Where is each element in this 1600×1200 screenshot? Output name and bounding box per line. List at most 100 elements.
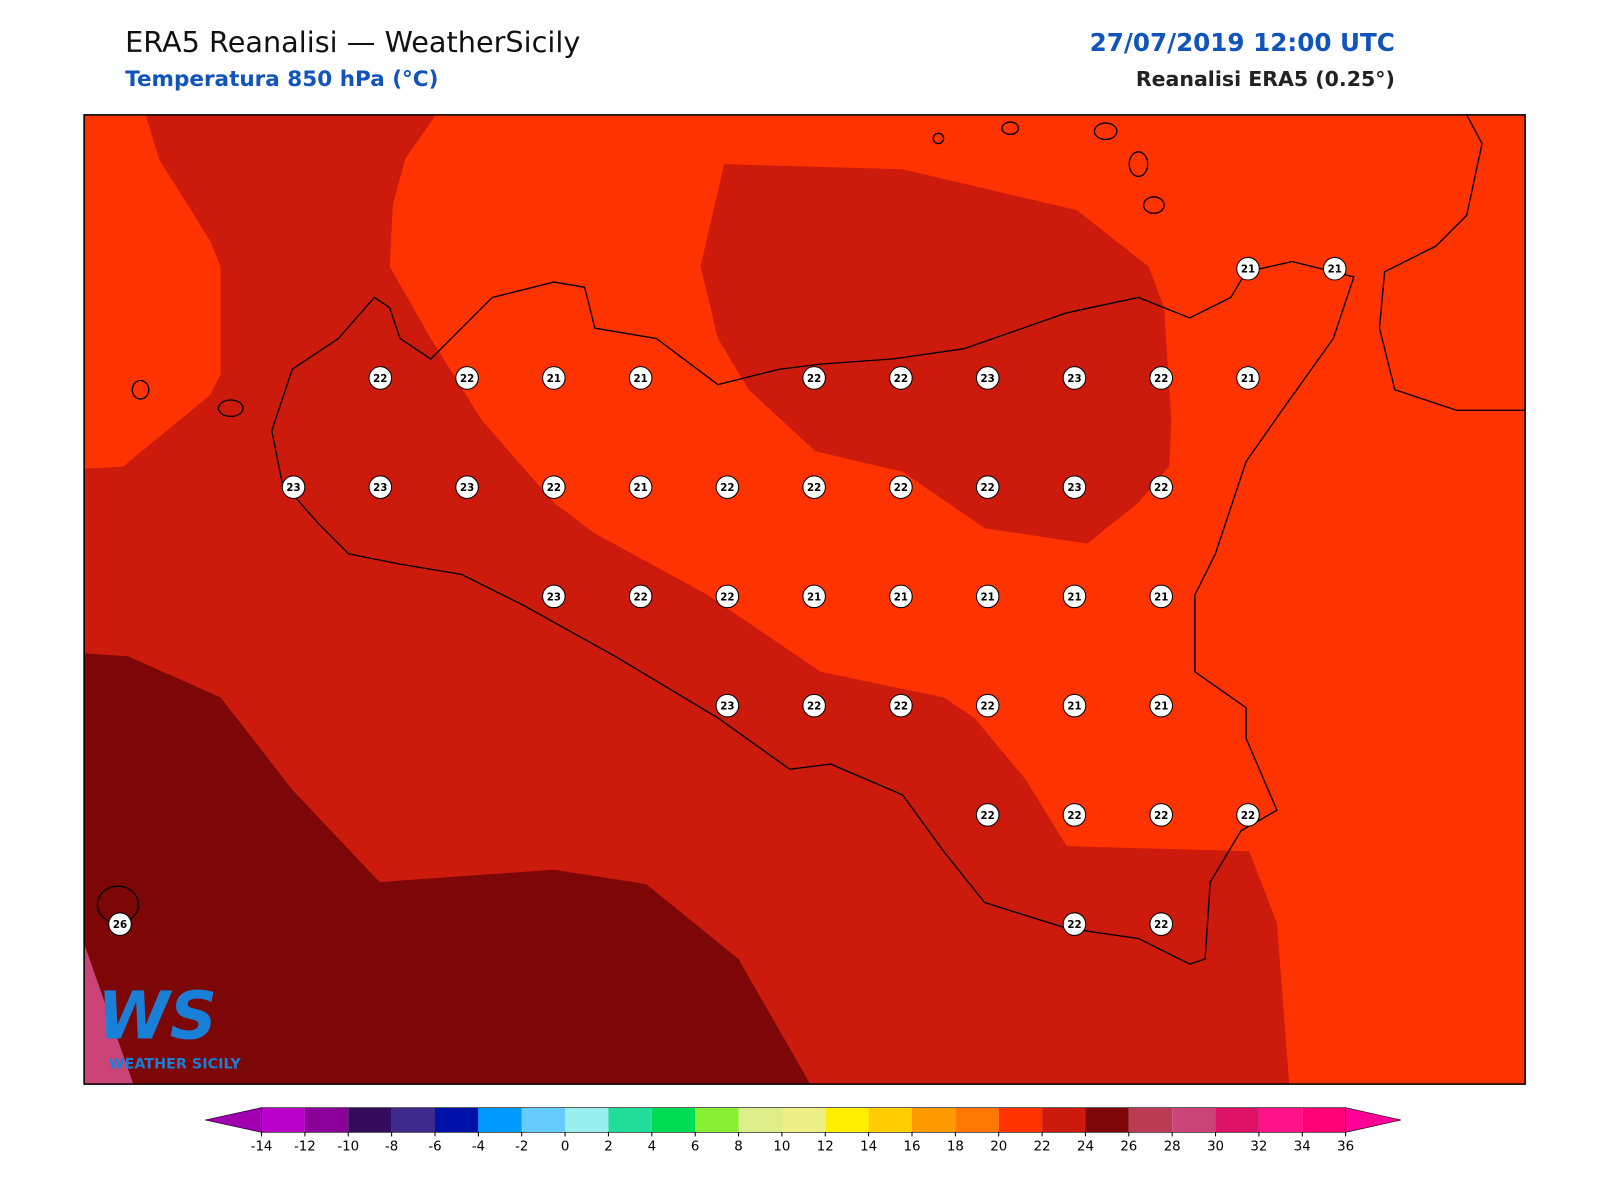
station-value: 22	[1154, 810, 1168, 822]
colorbar-tick-label: 4	[648, 1140, 656, 1155]
colorbar-tick-label: 28	[1164, 1140, 1181, 1155]
colorbar-box	[304, 1107, 349, 1133]
station-marker	[1062, 912, 1087, 936]
colorbar-box	[1215, 1107, 1259, 1133]
colorbar-frame	[261, 1107, 1346, 1133]
island	[1142, 196, 1165, 214]
island	[131, 379, 150, 400]
station-marker	[802, 584, 826, 609]
colorbar-tick-label: -6	[428, 1140, 441, 1155]
station-marker	[715, 584, 740, 609]
station-marker	[542, 366, 566, 390]
station-value: 22	[807, 701, 821, 713]
island	[1001, 121, 1020, 136]
island	[1128, 151, 1149, 178]
station-value: 22	[1154, 482, 1168, 494]
station-value: 21	[894, 591, 908, 603]
station-marker	[802, 693, 826, 718]
station-marker	[975, 803, 1000, 827]
station-marker	[975, 366, 1000, 390]
colorbar-box	[1042, 1107, 1086, 1133]
field-20-22	[389, 114, 1526, 1085]
station-value: 22	[1241, 810, 1255, 822]
station-value: 22	[981, 810, 995, 822]
datetime: 27/07/2019 12:00 UTC	[1090, 28, 1395, 57]
station-value: 22	[460, 373, 474, 385]
colorbar-box	[998, 1107, 1043, 1133]
map-frame	[83, 114, 1526, 1085]
colorbar-tick-label: 36	[1337, 1140, 1354, 1155]
station-marker	[1149, 803, 1174, 827]
colorbar-tick-label: 6	[691, 1140, 699, 1155]
station-value: 21	[1067, 701, 1081, 713]
station-value: 22	[807, 482, 821, 494]
station-value: 22	[1154, 373, 1168, 385]
station-value: 21	[1241, 264, 1255, 276]
station-value: 26	[113, 919, 127, 931]
colorbar-box	[608, 1107, 652, 1133]
colorbar-tick-label: -4	[472, 1140, 485, 1155]
station-marker	[1236, 803, 1260, 827]
station-value: 23	[981, 373, 995, 385]
station-marker	[455, 366, 479, 390]
colorbar-tick-label: 24	[1077, 1140, 1094, 1155]
station-value: 23	[720, 701, 734, 713]
field-22-24	[700, 164, 1172, 544]
colorbar-tick-label: 0	[561, 1140, 569, 1155]
colorbar-box	[261, 1107, 305, 1133]
station-value: 23	[1067, 482, 1081, 494]
station-marker	[889, 584, 913, 609]
station-marker	[975, 475, 1000, 499]
station-marker	[975, 693, 1000, 718]
colorbar-box	[695, 1107, 739, 1133]
station-value: 21	[1067, 591, 1081, 603]
station-value: 22	[981, 701, 995, 713]
colorbar-tick-label: 8	[734, 1140, 742, 1155]
station-value: 22	[807, 373, 821, 385]
colorbar-tick-label: -12	[294, 1140, 316, 1155]
coastline	[271, 260, 1355, 965]
station-value: 23	[547, 591, 561, 603]
station-value: 23	[373, 482, 387, 494]
colorbar-box	[521, 1107, 566, 1133]
station-marker	[889, 475, 913, 499]
colorbar-tick-label: 14	[860, 1140, 877, 1155]
island	[932, 132, 945, 145]
station-marker	[1062, 803, 1087, 827]
station-marker	[1062, 584, 1087, 609]
station-marker	[108, 912, 132, 936]
colorbar-box	[955, 1107, 999, 1133]
colorbar-box	[651, 1107, 696, 1133]
station-value: 21	[633, 482, 647, 494]
station-value: 22	[894, 701, 908, 713]
station-marker	[1322, 256, 1347, 281]
station-marker	[1062, 693, 1087, 718]
station-marker	[889, 366, 913, 390]
colorbar-box	[825, 1107, 869, 1133]
colorbar-box	[1128, 1107, 1173, 1133]
station-marker	[802, 366, 826, 390]
colorbar-tick-label: 20	[990, 1140, 1007, 1155]
field-20-22	[84, 114, 221, 469]
station-value: 22	[894, 482, 908, 494]
station-value: 22	[894, 373, 908, 385]
colorbar-box	[478, 1107, 522, 1133]
station-marker	[368, 475, 393, 499]
colorbar-tick-label: 32	[1250, 1140, 1267, 1155]
station-value: 22	[373, 373, 387, 385]
station-marker	[1236, 366, 1260, 390]
colorbar-box	[565, 1107, 609, 1133]
colorbar-under	[205, 1107, 262, 1133]
colorbar-box	[912, 1107, 956, 1133]
station-marker	[1062, 475, 1087, 499]
colorbar-box	[1085, 1107, 1129, 1133]
station-marker	[1062, 366, 1087, 390]
map: 21 21 22 22 21 21 22 22 23 23 22 21 23 23 23 22 21 22 22 22…	[83, 114, 1526, 1085]
logo-mark: WS	[97, 979, 217, 1055]
station-value: 21	[1328, 264, 1342, 276]
source: Reanalisi ERA5 (0.25°)	[1136, 67, 1395, 91]
station-marker	[1236, 256, 1260, 281]
colorbar-over	[1345, 1107, 1402, 1133]
colorbar-box	[1172, 1107, 1216, 1133]
